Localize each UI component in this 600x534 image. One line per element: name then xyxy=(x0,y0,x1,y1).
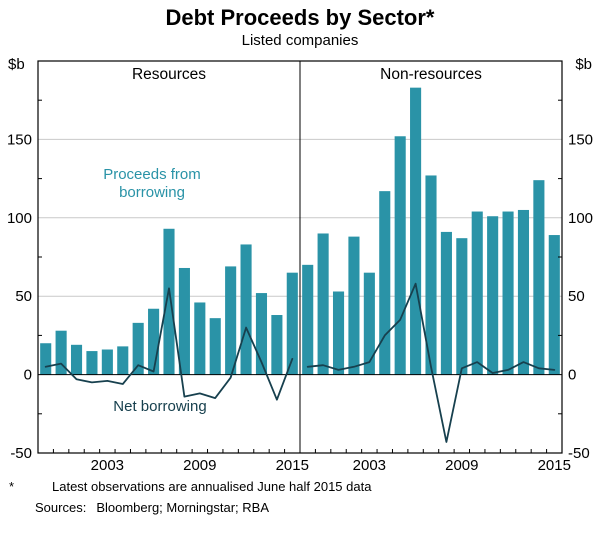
footnote-row: * Latest observations are annualised Jun… xyxy=(0,477,600,496)
bar-non-resources-2015 xyxy=(548,235,560,375)
chart-canvas: -50 -50 0 0 50 50 100 100 150 150 $b $b Resources 200… xyxy=(7,56,593,474)
y-tick-label-left: 150 xyxy=(7,131,32,148)
net-borrowing-line-resources xyxy=(44,287,294,401)
x-tick-label: 2009 xyxy=(183,457,216,473)
annotation-borrowing: borrowing xyxy=(119,184,185,201)
bar-resources-2011 xyxy=(225,266,237,375)
bar-resources-2008 xyxy=(178,267,190,375)
bar-non-resources-2000 xyxy=(317,233,329,375)
bar-resources-2002 xyxy=(86,351,98,375)
bar-resources-2013 xyxy=(255,293,268,375)
bar-non-resources-2001 xyxy=(332,291,345,375)
x-tick-label: 2003 xyxy=(91,457,124,473)
panel-title-non-resources: Non-resources xyxy=(380,66,482,83)
y-tick-label-right: 150 xyxy=(568,131,593,148)
annotation-net-borrowing: Net borrowing xyxy=(113,398,206,415)
bar-resources-2007 xyxy=(163,228,175,375)
bar-resources-2015 xyxy=(286,272,298,375)
bar-non-resources-2005 xyxy=(394,136,406,375)
y-tick-label-right: 50 xyxy=(568,288,585,305)
bar-resources-2004 xyxy=(117,346,129,375)
bar-resources-2006 xyxy=(148,308,160,375)
bar-non-resources-2003 xyxy=(363,272,375,375)
bar-resources-2009 xyxy=(194,302,206,375)
bar-non-resources-2007 xyxy=(425,175,437,375)
bar-resources-2001 xyxy=(70,344,83,375)
sources-label: Sources: xyxy=(35,500,87,515)
bar-resources-2005 xyxy=(132,322,144,375)
bar-non-resources-2011 xyxy=(487,216,499,375)
y-tick-label-left: -50 xyxy=(10,445,32,462)
x-tick-label: 2015 xyxy=(276,457,309,473)
unit-label-left: $b xyxy=(8,56,25,73)
sources-text: Bloomberg; Morningstar; RBA xyxy=(96,500,269,515)
bar-non-resources-2002 xyxy=(348,236,360,375)
bar-non-resources-2008 xyxy=(440,231,452,375)
y-tick-label-right: 100 xyxy=(568,210,593,227)
bar-non-resources-2013 xyxy=(517,209,530,375)
chart-title: Debt Proceeds by Sector* xyxy=(165,5,435,30)
y-tick-label-right: 0 xyxy=(568,367,576,384)
bar-non-resources-2006 xyxy=(410,87,422,375)
x-tick-label: 2015 xyxy=(538,457,571,473)
footnote-text: Latest observations are annualised June … xyxy=(52,479,372,494)
x-tick-label: 2009 xyxy=(445,457,478,473)
bar-resources-1999 xyxy=(40,343,52,375)
net-borrowing-line-non-resources xyxy=(306,282,556,443)
x-tick-label: 2003 xyxy=(353,457,386,473)
bar-non-resources-2012 xyxy=(502,211,514,375)
bar-resources-2014 xyxy=(271,315,283,375)
y-tick-label-right: -50 xyxy=(568,445,590,462)
bar-non-resources-2004 xyxy=(379,191,391,375)
footnotes: * Latest observations are annualised Jun… xyxy=(0,477,600,517)
y-tick-label-left: 100 xyxy=(7,210,32,227)
chart-subtitle: Listed companies xyxy=(241,32,359,49)
annotation-proceeds-from: Proceeds from xyxy=(103,166,201,183)
sources-row: Sources: Bloomberg; Morningstar; RBA xyxy=(0,498,600,517)
bar-resources-2012 xyxy=(240,244,252,375)
unit-label-right: $b xyxy=(575,56,592,73)
bar-resources-2003 xyxy=(101,349,113,375)
y-tick-label-left: 50 xyxy=(15,288,32,305)
footnote-marker: * xyxy=(9,479,15,494)
panel-title-resources: Resources xyxy=(132,66,206,83)
bar-non-resources-2010 xyxy=(471,211,483,375)
bar-non-resources-2014 xyxy=(533,180,545,375)
bar-non-resources-1999 xyxy=(302,264,314,375)
bar-non-resources-2009 xyxy=(456,238,468,375)
bar-resources-2000 xyxy=(55,330,67,375)
chart: -50 -50 0 0 50 50 100 100 150 150 $b $b Resources 200… xyxy=(0,51,600,474)
bar-resources-2010 xyxy=(209,318,221,375)
y-tick-label-left: 0 xyxy=(24,367,32,384)
